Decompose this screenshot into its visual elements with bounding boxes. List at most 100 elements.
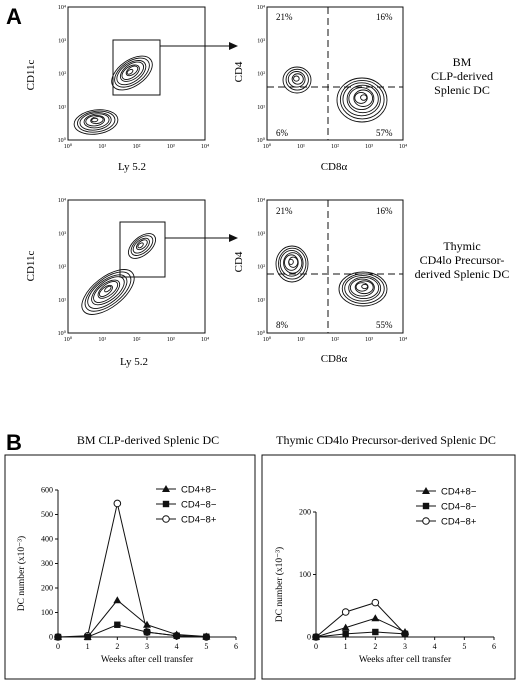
y-tick-label: 10² — [58, 72, 66, 78]
x-axis-label: Weeks after cell transfer — [101, 654, 194, 665]
contour-line — [344, 275, 382, 302]
contour-line — [91, 276, 125, 306]
contour-line — [361, 283, 369, 290]
y-tick-label: 10⁰ — [58, 330, 67, 337]
x-axis-label: Ly 5.2 — [120, 356, 148, 368]
data-point — [172, 630, 181, 638]
contour-line — [288, 258, 294, 265]
y-tick-label: 0 — [49, 633, 53, 642]
y-tick-label: 100 — [299, 570, 311, 579]
data-point — [162, 485, 170, 492]
contour-line — [121, 64, 140, 80]
contour-line — [126, 68, 134, 75]
y-axis-label: CD11c — [25, 60, 37, 91]
y-tick-label: 10⁴ — [58, 5, 66, 11]
x-tick-label: 10² — [133, 144, 141, 150]
x-tick-label: 1 — [86, 642, 90, 651]
x-tick-label: 10³ — [167, 144, 175, 150]
x-tick-label: 10³ — [365, 144, 373, 150]
panel-b-label: B — [6, 430, 22, 455]
contour-line — [114, 57, 150, 88]
data-point — [162, 515, 170, 523]
contour-line — [348, 276, 380, 300]
contour-line — [354, 280, 374, 295]
gate-plot-frame — [67, 6, 206, 141]
x-tick-label: 3 — [403, 642, 407, 651]
contour-line — [283, 252, 303, 274]
contour-line — [284, 254, 299, 271]
contour-line — [104, 285, 112, 293]
contour-line — [98, 284, 113, 297]
gate-box — [119, 221, 166, 278]
contour-line — [348, 87, 375, 111]
arrow-head — [229, 42, 238, 50]
y-axis-label: CD11c — [25, 251, 37, 282]
caption-line: derived Splenic DC — [415, 267, 510, 281]
data-point — [422, 502, 430, 510]
y-tick-label: 10² — [58, 265, 66, 271]
data-point — [371, 614, 380, 622]
line-chart-1: 0 100 200 300 400 500 600 0 1 2 3 4 5 6 Weeks after ce… — [16, 485, 238, 666]
contour-line — [346, 84, 379, 114]
x-tick-label: 10⁴ — [399, 337, 407, 343]
x-tick-label: 2 — [115, 642, 119, 651]
line-chart-2: 0 100 200 0 1 2 3 4 5 6 Weeks after cell transfer D… — [274, 487, 496, 666]
data-point — [341, 608, 350, 616]
data-point — [312, 633, 320, 640]
data-point — [143, 620, 151, 628]
contour-line — [293, 75, 300, 82]
contour-line — [87, 274, 128, 309]
contour-line — [116, 60, 147, 86]
contour-line — [130, 235, 154, 256]
chart-title-1: BM CLP-derived Splenic DC — [77, 433, 219, 447]
y-tick-label: 10² — [257, 72, 265, 78]
legend-label: CD4−8− — [441, 502, 477, 513]
contour-line — [341, 273, 385, 304]
contour-line — [73, 109, 119, 135]
contour-line — [93, 279, 121, 303]
contour-line — [132, 237, 150, 254]
y-tick-label: 10⁴ — [257, 198, 265, 204]
data-point — [143, 628, 151, 636]
caption-line: BM — [453, 55, 472, 69]
x-tick-label: 10¹ — [297, 144, 305, 150]
contour-line — [285, 68, 309, 91]
x-axis-label: Weeks after cell transfer — [359, 654, 452, 665]
y-tick-label: 500 — [41, 510, 53, 519]
data-point — [341, 623, 350, 631]
contour-line — [79, 112, 112, 131]
y-tick-label: 100 — [41, 608, 53, 617]
y-axis-label: DC number (x10⁻³) — [274, 547, 285, 622]
contour-line — [278, 247, 307, 280]
y-tick-label: 10³ — [257, 231, 265, 237]
chart-title-2: Thymic CD4lo Precursor-derived Splenic D… — [276, 433, 496, 447]
contour-line — [77, 110, 116, 133]
quadrant-top-right: 16% — [376, 12, 393, 22]
quadrant-bottom-right: 57% — [376, 128, 393, 138]
contour-line — [125, 65, 139, 77]
quad-plot-frame — [266, 6, 404, 141]
data-point — [372, 628, 379, 636]
y-tick-label: 400 — [41, 535, 53, 544]
data-point — [113, 499, 122, 508]
contour-populations — [282, 66, 388, 123]
y-tick-label: 300 — [41, 559, 53, 568]
contour-line — [119, 61, 145, 82]
y-tick-label: 10² — [257, 265, 265, 271]
x-tick-label: 6 — [234, 642, 238, 651]
y-tick-label: 10⁰ — [58, 137, 67, 144]
contour-line — [287, 71, 306, 88]
contour-line — [136, 239, 148, 251]
legend-label: CD4−8− — [181, 500, 217, 511]
x-tick-label: 10¹ — [297, 337, 305, 343]
contour-line — [97, 281, 119, 299]
x-tick-label: 10⁴ — [201, 144, 209, 150]
gate-box — [112, 39, 161, 96]
gate-plot-frame — [67, 199, 206, 334]
